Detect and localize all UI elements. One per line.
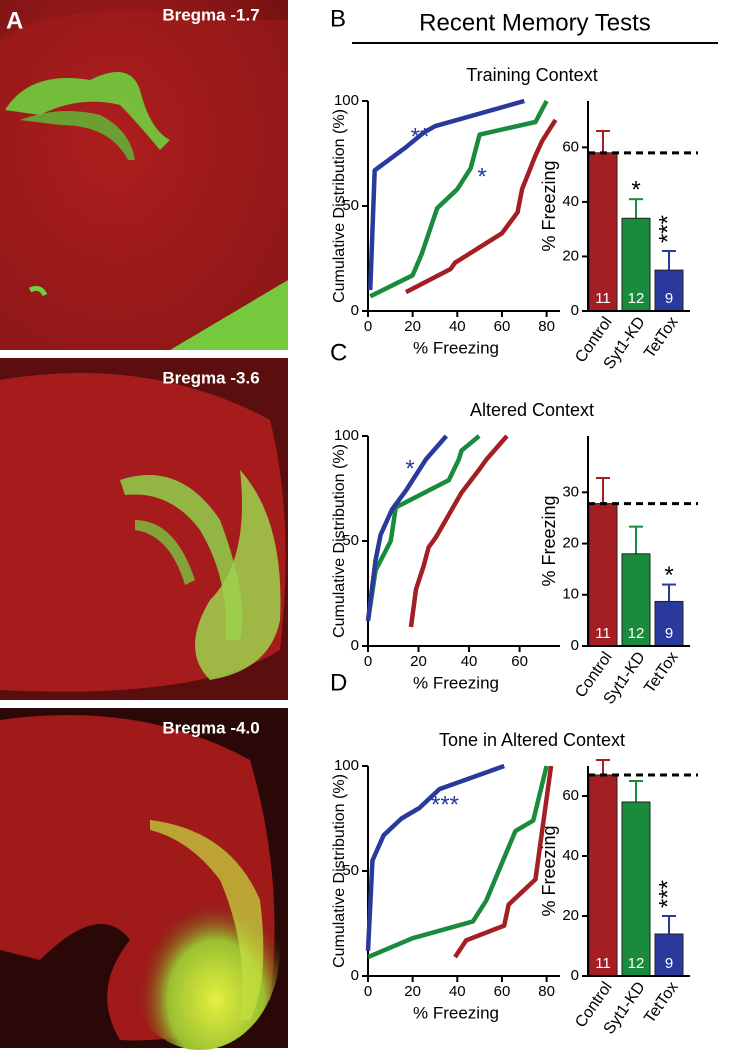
bar (588, 774, 618, 977)
significance-label: * (664, 562, 673, 589)
x-tick-label: TetTox (641, 314, 681, 362)
y-tick-label: 100 (334, 92, 359, 109)
n-label: 11 (595, 955, 611, 972)
significance-label: * (405, 455, 414, 482)
x-tick-label: 40 (461, 653, 478, 670)
y-tick-label: 20 (562, 535, 579, 552)
bar (654, 600, 684, 647)
cdf-line (365, 763, 505, 951)
panel-title: Altered Context (470, 400, 594, 420)
x-axis-label: % Freezing (413, 673, 499, 692)
significance-label: * (631, 177, 640, 204)
bar (588, 152, 618, 312)
x-axis-label: % Freezing (413, 1003, 499, 1022)
panel-title: Tone in Altered Context (439, 730, 625, 750)
x-axis-label: % Freezing (413, 338, 499, 357)
x-tick-label: 20 (410, 653, 427, 670)
section-label: Bregma -3.6 (162, 368, 259, 387)
y-axis-label: Cumulative Distribution (%) (331, 774, 348, 968)
y-tick-label: 40 (562, 193, 579, 210)
panel-label: C (330, 339, 347, 366)
y-tick-label: 10 (562, 586, 579, 603)
brain-image-3 (0, 708, 288, 1050)
x-tick-label: 80 (538, 318, 555, 335)
y-tick-label: 60 (562, 787, 579, 804)
significance-label: ** (411, 123, 430, 150)
significance-label: *** (431, 791, 459, 818)
y-tick-label: 100 (334, 427, 359, 444)
n-label: 11 (595, 290, 611, 307)
y-tick-label: 50 (342, 532, 359, 549)
x-tick-label: 40 (449, 983, 466, 1000)
x-tick-label: 60 (494, 318, 511, 335)
y-axis-label: % Freezing (539, 825, 559, 916)
cdf-line (365, 434, 481, 622)
x-tick-label: 60 (511, 653, 528, 670)
y-tick-label: 50 (342, 197, 359, 214)
y-tick-label: 30 (562, 483, 579, 500)
x-tick-label: TetTox (641, 649, 681, 697)
y-tick-label: 60 (562, 138, 579, 155)
y-tick-label: 0 (351, 637, 359, 654)
y-tick-label: 0 (571, 967, 579, 984)
x-tick-label: 40 (449, 318, 466, 335)
x-tick-label: 0 (364, 983, 372, 1000)
y-axis-label: % Freezing (539, 160, 559, 251)
y-tick-label: 0 (571, 302, 579, 319)
cdf-line (453, 765, 554, 959)
cdf-line (408, 434, 509, 628)
cdf-line (367, 98, 525, 291)
bar (621, 553, 651, 647)
y-axis-label: Cumulative Distribution (%) (331, 109, 348, 303)
cdf-line (369, 99, 549, 299)
n-label: 12 (628, 955, 645, 972)
bar (654, 269, 684, 312)
significance-label: *** (654, 880, 681, 908)
x-tick-label: 0 (364, 653, 372, 670)
brain-image-1 (0, 0, 288, 350)
panel-title: Training Context (466, 65, 597, 85)
significance-label: *** (654, 215, 681, 243)
y-tick-label: 0 (351, 302, 359, 319)
n-label: 9 (665, 625, 673, 642)
significance-label: * (477, 163, 486, 190)
y-tick-label: 0 (351, 967, 359, 984)
y-tick-label: 100 (334, 757, 359, 774)
x-tick-label: TetTox (641, 979, 681, 1027)
x-tick-label: 60 (494, 983, 511, 1000)
x-tick-label: 20 (404, 318, 421, 335)
panel-label: B (330, 5, 346, 32)
x-tick-label: 80 (538, 983, 555, 1000)
bar (621, 801, 651, 977)
cdf-line (404, 118, 558, 295)
figure-title: Recent Memory Tests (419, 9, 651, 36)
y-tick-label: 50 (342, 862, 359, 879)
brain-image-2 (0, 358, 288, 700)
panel-label: A (6, 7, 23, 34)
y-tick-label: 20 (562, 907, 579, 924)
panel-label: D (330, 669, 347, 696)
section-label: Bregma -1.7 (162, 5, 259, 24)
n-label: 12 (628, 625, 645, 642)
cdf-line (365, 434, 449, 622)
n-label: 9 (665, 955, 673, 972)
y-tick-label: 40 (562, 847, 579, 864)
y-tick-label: 20 (562, 247, 579, 264)
y-axis-label: Cumulative Distribution (%) (331, 444, 348, 638)
n-label: 11 (595, 625, 611, 642)
x-tick-label: 0 (364, 318, 372, 335)
y-tick-label: 0 (571, 637, 579, 654)
y-axis-label: % Freezing (539, 495, 559, 586)
n-label: 12 (628, 290, 645, 307)
bar (588, 503, 618, 647)
x-tick-label: 20 (404, 983, 421, 1000)
n-label: 9 (665, 290, 673, 307)
cdf-line (367, 765, 549, 960)
bar (654, 933, 684, 977)
section-label: Bregma -4.0 (162, 718, 259, 737)
